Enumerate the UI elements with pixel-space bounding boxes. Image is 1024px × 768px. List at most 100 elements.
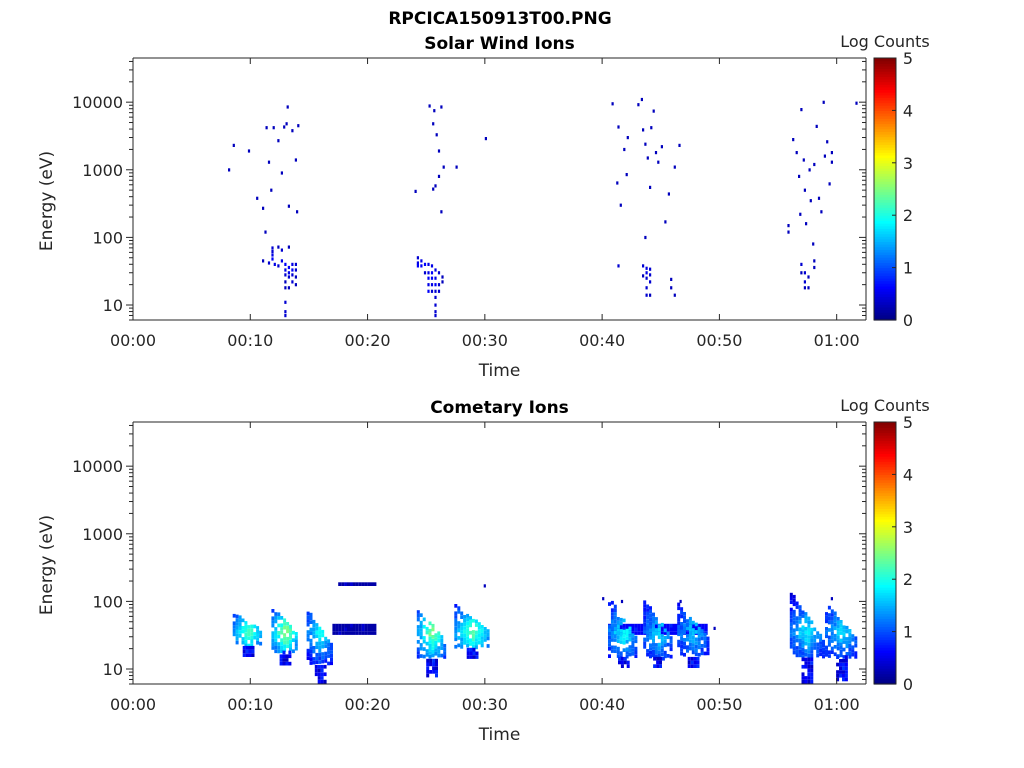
colorbar-segment [874, 592, 896, 596]
burst-cell [694, 630, 698, 634]
burst-cell [460, 615, 464, 619]
burst-cell [666, 654, 670, 658]
colorbar-segment [874, 283, 896, 287]
data-point [271, 249, 274, 254]
burst-cell [663, 639, 667, 644]
colorbar-segment [874, 105, 896, 109]
burst-cell [306, 637, 310, 642]
burst-cell [848, 643, 852, 648]
tail-cell [429, 658, 433, 663]
burst-cell [700, 636, 704, 641]
burst-cell [836, 643, 840, 647]
burst-cell [416, 625, 420, 629]
burst-cell [471, 630, 475, 634]
burst-cell [792, 598, 796, 603]
colorbar-segment [874, 275, 896, 279]
burst-cell [622, 640, 626, 645]
burst-cell [703, 636, 707, 641]
burst-cell [608, 632, 611, 636]
burst-cell [830, 609, 834, 614]
colorbar-segment [874, 183, 896, 187]
data-point [625, 173, 628, 177]
burst-cell [657, 624, 661, 628]
burst-cell [235, 622, 239, 626]
colorbar-segment [874, 272, 896, 277]
burst-cell [680, 640, 684, 645]
colorbar-segment [874, 676, 896, 680]
burst-cell [274, 615, 278, 620]
y-tick-label: 1000 [82, 525, 123, 544]
x-tick-label: 00:10 [227, 695, 273, 714]
burst-cell [250, 624, 254, 629]
burst-cell [703, 640, 707, 645]
burst-cell [622, 629, 626, 634]
colorbar-segment [874, 482, 896, 486]
burst-cell [686, 634, 689, 638]
burst-cell [309, 653, 313, 658]
burst-cell [294, 646, 298, 651]
colorbar-segment [874, 660, 896, 664]
burst-cell [440, 642, 444, 647]
plot-area [133, 422, 866, 684]
burst-cell [474, 634, 478, 638]
burst-cell [422, 617, 426, 622]
tail-cell [801, 679, 805, 684]
colorbar-segment [874, 76, 896, 80]
colorbar-segment [874, 189, 896, 193]
burst-cell [483, 627, 487, 631]
band-cell [675, 627, 679, 632]
burst-cell [643, 600, 647, 605]
burst-cell [315, 641, 319, 646]
burst-cell [830, 639, 834, 643]
burst-cell [677, 639, 681, 644]
burst-cell [700, 651, 704, 656]
burst-cell [306, 619, 310, 623]
burst-cell [271, 616, 275, 621]
colorbar-segment [874, 427, 896, 431]
burst-cell [434, 648, 438, 652]
data-point [805, 222, 808, 226]
burst-cell [789, 596, 793, 601]
data-point [670, 277, 673, 281]
colorbar-segment [874, 136, 896, 140]
burst-cell [309, 650, 313, 654]
burst-cell [845, 652, 849, 656]
tail-cell [804, 661, 808, 665]
tail-cell [842, 670, 845, 674]
burst-cell [649, 643, 652, 648]
data-point [280, 171, 283, 175]
burst-cell [634, 635, 638, 640]
burst-cell [628, 645, 632, 649]
burst-cell [309, 646, 313, 650]
burst-cell [321, 659, 325, 664]
colorbar-segment [874, 634, 896, 638]
burst-cell [431, 642, 435, 647]
burst-cell [238, 622, 242, 627]
burst-cell [277, 616, 281, 620]
data-point [286, 105, 289, 109]
burst-cell [428, 647, 432, 652]
burst-cell [419, 654, 423, 658]
tail-cell [807, 676, 811, 680]
data-point [271, 253, 274, 257]
colorbar-segment [874, 97, 896, 101]
data-point [291, 280, 294, 284]
band-cell [672, 623, 676, 628]
burst-cell [652, 620, 655, 624]
colorbar-segment [874, 86, 896, 91]
burst-cell [289, 632, 292, 636]
burst-cell [327, 661, 331, 666]
burst-cell [616, 631, 620, 636]
colorbar-segment [874, 623, 896, 627]
burst-cell [318, 649, 322, 653]
burst-cell [822, 651, 825, 655]
burst-cell [613, 623, 617, 627]
burst-cell [854, 643, 858, 648]
burst-cell [283, 618, 287, 623]
burst-cell [625, 632, 629, 637]
burst-cell [486, 644, 490, 648]
colorbar-segment [874, 670, 896, 675]
burst-cell [697, 626, 701, 631]
colorbar-segment [874, 202, 896, 206]
